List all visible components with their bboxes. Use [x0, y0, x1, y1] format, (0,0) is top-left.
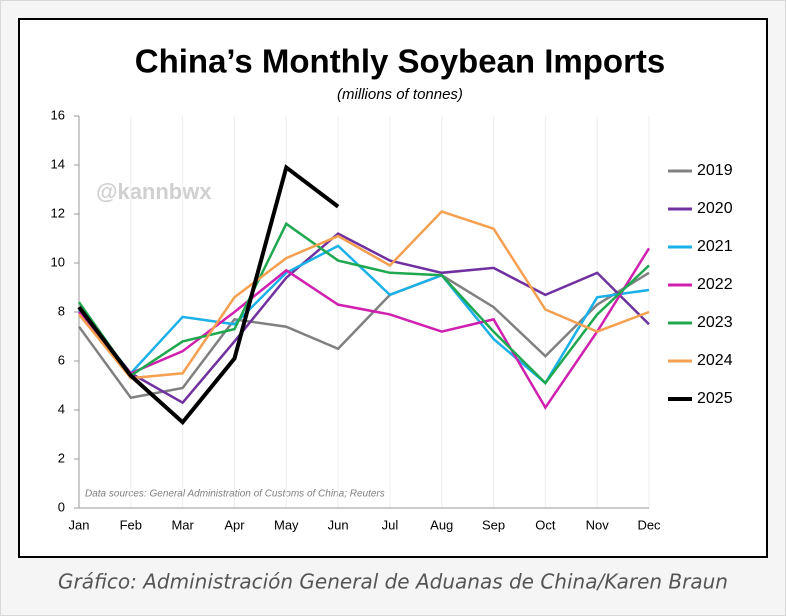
x-tick-label: Jun: [328, 517, 349, 532]
x-tick-label: Aug: [430, 517, 453, 532]
watermark: @kannbwx: [96, 179, 212, 204]
y-tick-label: 16: [51, 107, 65, 122]
x-tick-label: Jan: [69, 517, 90, 532]
y-tick-label: 0: [58, 499, 65, 514]
y-tick-label: 6: [58, 352, 65, 367]
y-tick-label: 4: [58, 401, 65, 416]
y-tick-label: 2: [58, 450, 65, 465]
series-line: [77, 164, 340, 426]
legend-label: 2020: [697, 200, 733, 217]
x-tick-label: May: [274, 517, 299, 532]
x-tick-label: Dec: [637, 517, 661, 532]
series-line: [78, 232, 650, 405]
series-line: [78, 247, 651, 410]
legend-label: 2021: [697, 238, 733, 255]
y-tick-label: 12: [51, 205, 65, 220]
caption: Gráfico: Administración General de Aduan…: [58, 570, 728, 594]
x-tick-label: Mar: [171, 517, 194, 532]
x-tick-label: Jul: [382, 517, 399, 532]
y-tick-label: 14: [51, 156, 65, 171]
x-tick-label: Sep: [482, 517, 505, 532]
legend-label: 2019: [697, 162, 733, 179]
chart-box: [18, 18, 768, 558]
x-tick-label: Nov: [586, 517, 610, 532]
x-tick-label: Oct: [535, 517, 556, 532]
chart-subtitle: (millions of tonnes): [337, 86, 463, 103]
legend-label: 2024: [697, 352, 733, 369]
series-line: [77, 221, 650, 385]
series-line: [78, 210, 650, 380]
y-tick-label: 10: [51, 254, 65, 269]
legend-label: 2025: [697, 390, 733, 407]
legend-label: 2023: [697, 314, 733, 331]
x-tick-label: Feb: [120, 517, 142, 532]
chart-title: China’s Monthly Soybean Imports: [135, 43, 666, 80]
series-line: [77, 271, 650, 400]
y-tick-label: 8: [58, 303, 65, 318]
series-line: [78, 244, 650, 385]
legend-label: 2022: [697, 276, 733, 293]
x-tick-label: Apr: [224, 517, 245, 532]
